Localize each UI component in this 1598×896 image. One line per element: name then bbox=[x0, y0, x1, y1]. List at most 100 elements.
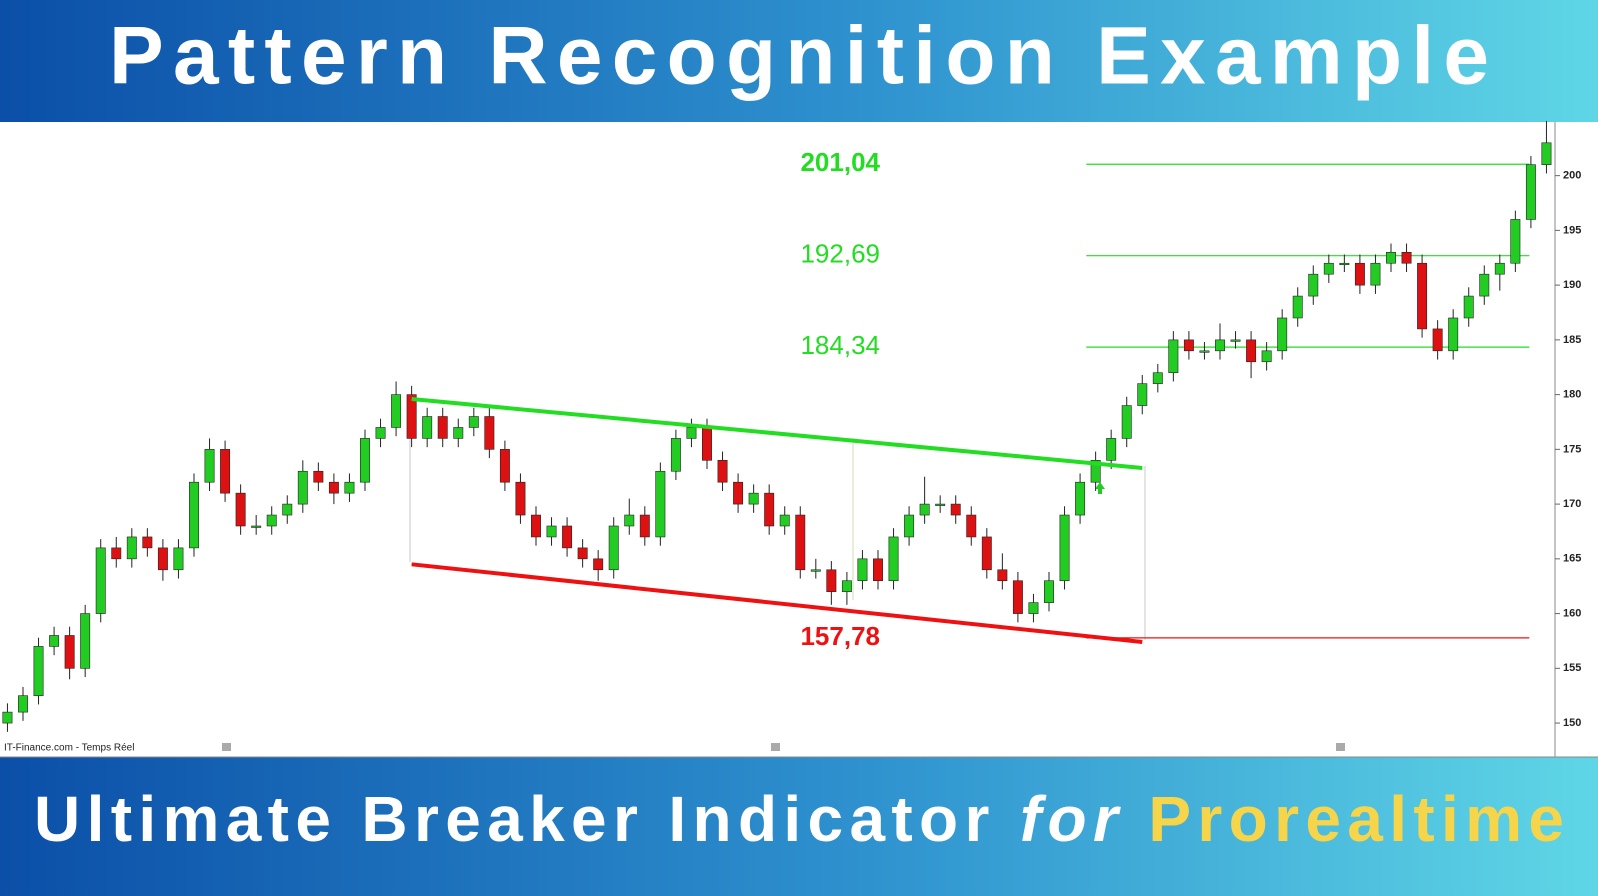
calendar-icons bbox=[222, 743, 1345, 751]
candle-body bbox=[1292, 295, 1303, 319]
candle-body bbox=[1386, 251, 1396, 264]
candle-body bbox=[204, 449, 215, 483]
candle-body bbox=[857, 558, 868, 582]
subtitle: Ultimate Breaker Indicator for Prorealti… bbox=[34, 783, 1564, 855]
candle-body bbox=[593, 558, 604, 571]
candle-body bbox=[686, 427, 697, 439]
candle-body bbox=[375, 427, 386, 439]
level-label: 201,04 bbox=[800, 147, 880, 177]
candle-body bbox=[111, 547, 122, 560]
candle-body bbox=[1510, 219, 1521, 264]
candle-body bbox=[826, 569, 837, 592]
y-tick-label: 180 bbox=[1563, 389, 1581, 401]
candle-body bbox=[437, 416, 448, 439]
candle-body bbox=[1432, 328, 1443, 352]
candle-body bbox=[562, 525, 573, 549]
candle-body bbox=[810, 569, 821, 572]
candle-body bbox=[981, 536, 992, 571]
candle-body bbox=[1012, 580, 1023, 614]
candle-body bbox=[1339, 262, 1350, 266]
subtitle-part: Prorealtime bbox=[1148, 783, 1564, 855]
candle-body bbox=[360, 438, 370, 483]
candle-body bbox=[344, 481, 355, 494]
y-tick-label: 170 bbox=[1563, 498, 1581, 510]
candle-body bbox=[313, 470, 324, 483]
candle-body bbox=[189, 481, 199, 549]
calendar-icon bbox=[771, 743, 780, 751]
candle-body bbox=[624, 514, 635, 527]
candle-body bbox=[733, 481, 744, 505]
candle-body bbox=[49, 635, 60, 647]
candle-body bbox=[1152, 372, 1163, 384]
y-tick-label: 150 bbox=[1563, 717, 1581, 729]
candle-body bbox=[1401, 251, 1412, 264]
candle-body bbox=[266, 514, 277, 527]
candle-body bbox=[1261, 350, 1272, 363]
candle-body bbox=[1370, 262, 1381, 286]
calendar-icon bbox=[222, 743, 231, 751]
subtitle-part: Ultimate Breaker Indicator bbox=[34, 783, 989, 855]
candle-body bbox=[1059, 514, 1070, 582]
candle-body bbox=[531, 514, 541, 538]
candle-body bbox=[1463, 295, 1474, 319]
level-label: 157,78 bbox=[800, 621, 880, 651]
candle-body bbox=[1044, 580, 1054, 603]
candle-body bbox=[468, 416, 479, 428]
candle-body bbox=[748, 492, 759, 505]
y-tick-label: 165 bbox=[1563, 553, 1581, 565]
y-tick-label: 160 bbox=[1563, 607, 1581, 619]
candle-body bbox=[1106, 438, 1117, 461]
candle-body bbox=[1479, 273, 1490, 297]
candle-body bbox=[764, 492, 775, 527]
candle-body bbox=[1246, 339, 1257, 363]
candle-body bbox=[904, 514, 915, 538]
candle-body bbox=[919, 503, 930, 516]
candle-body bbox=[1230, 339, 1241, 342]
candle-body bbox=[80, 613, 91, 669]
level-label: 192,69 bbox=[800, 239, 880, 269]
candle-body bbox=[1354, 262, 1365, 286]
y-tick-label: 175 bbox=[1563, 443, 1581, 455]
candle-body bbox=[1308, 273, 1319, 297]
candle-body bbox=[1199, 350, 1210, 353]
candle-body bbox=[422, 416, 433, 439]
candle-body bbox=[1028, 602, 1039, 614]
candle-body bbox=[1137, 383, 1148, 406]
candle-body bbox=[251, 525, 262, 528]
candle-body bbox=[235, 492, 246, 527]
candle-body bbox=[157, 547, 168, 571]
candle-body bbox=[702, 427, 712, 461]
candle-body bbox=[142, 536, 153, 549]
candle-body bbox=[406, 394, 417, 439]
source-label: IT-Finance.com - Temps Réel bbox=[4, 743, 134, 754]
y-tick-label: 200 bbox=[1563, 170, 1581, 182]
candle-body bbox=[391, 394, 402, 428]
y-tick-label: 155 bbox=[1563, 662, 1581, 674]
trend-line bbox=[411, 562, 1143, 645]
candle-body bbox=[282, 503, 293, 516]
candle-body bbox=[515, 481, 526, 516]
candle-body bbox=[639, 514, 650, 538]
candle-body bbox=[1168, 339, 1179, 374]
candle-body bbox=[779, 514, 790, 527]
candle-body bbox=[328, 481, 339, 494]
candle-body bbox=[717, 460, 728, 483]
candle-body bbox=[1323, 262, 1334, 275]
candle-body bbox=[33, 646, 44, 696]
candle-body bbox=[95, 547, 106, 614]
candle-body bbox=[935, 503, 946, 506]
candle-body bbox=[126, 536, 137, 560]
candle-body bbox=[577, 547, 588, 560]
candle-body bbox=[1090, 460, 1101, 483]
candle-body bbox=[64, 635, 75, 669]
candle-body bbox=[1277, 317, 1288, 352]
candle-body bbox=[888, 536, 899, 582]
candle-body bbox=[1417, 262, 1428, 330]
candle-body bbox=[841, 580, 852, 592]
chart-background bbox=[0, 122, 1598, 757]
candle-body bbox=[220, 449, 231, 494]
y-tick-label: 185 bbox=[1563, 334, 1581, 346]
candle-body bbox=[453, 427, 464, 439]
candle-body bbox=[1183, 339, 1194, 352]
